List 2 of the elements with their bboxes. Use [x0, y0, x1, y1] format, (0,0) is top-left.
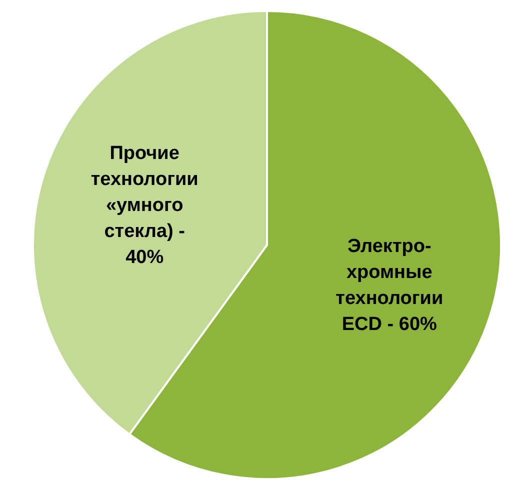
slice-label: Электро-хромные технологии ECD - 60%: [336, 235, 444, 334]
slice-label: Прочие технологии «умного стекла) - 40%: [90, 142, 198, 268]
